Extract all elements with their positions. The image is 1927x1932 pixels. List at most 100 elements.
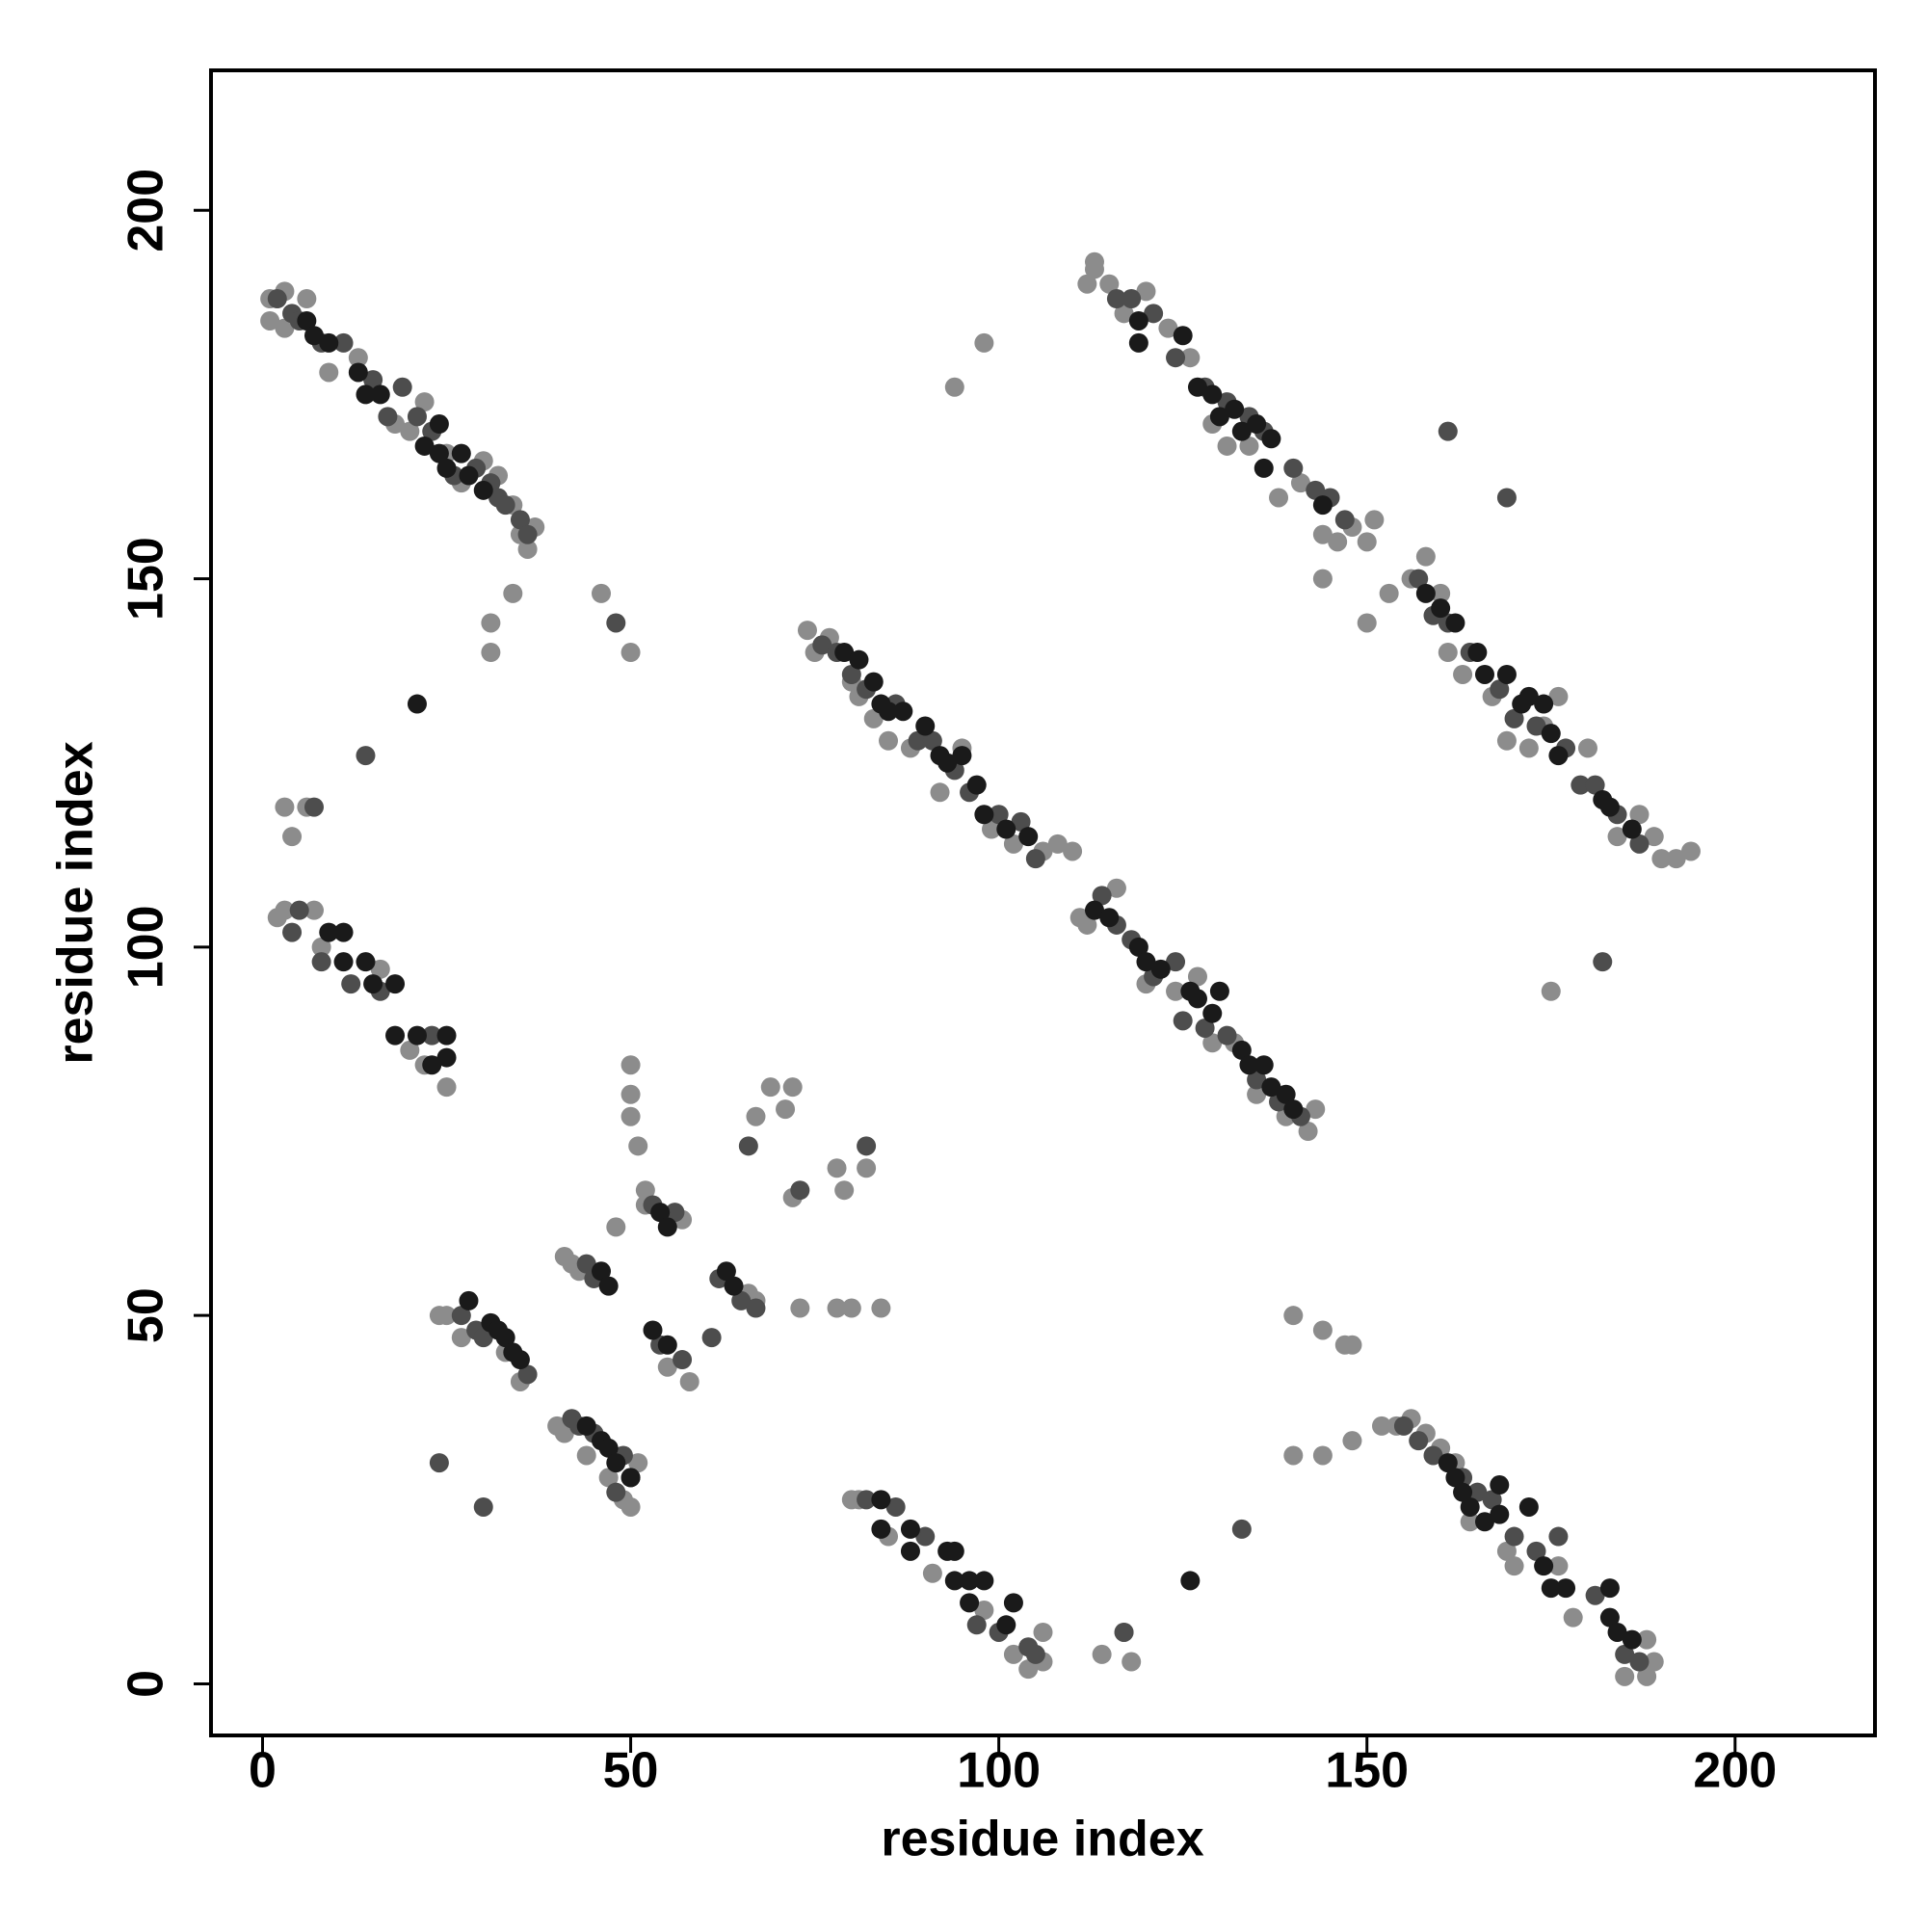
- point: [260, 310, 280, 331]
- point: [915, 716, 936, 736]
- point: [952, 746, 972, 766]
- point: [1467, 643, 1488, 663]
- point: [1290, 473, 1310, 493]
- point: [436, 1047, 457, 1068]
- point: [1003, 834, 1023, 854]
- x-tick-label: 0: [249, 1743, 277, 1799]
- point: [643, 1320, 663, 1340]
- point: [348, 362, 368, 383]
- point: [944, 377, 964, 397]
- y-tick-label: 100: [119, 905, 174, 989]
- point: [1409, 569, 1429, 589]
- point: [304, 797, 324, 817]
- point: [857, 1136, 877, 1156]
- point: [481, 643, 501, 663]
- point: [1342, 1431, 1362, 1451]
- point: [1254, 1055, 1274, 1075]
- point: [922, 730, 942, 751]
- point: [1092, 886, 1112, 906]
- point: [1518, 1496, 1539, 1517]
- point: [650, 1203, 671, 1223]
- point: [1128, 310, 1148, 331]
- point: [510, 510, 530, 530]
- point: [451, 1328, 471, 1348]
- point: [937, 753, 958, 773]
- point: [1474, 1512, 1494, 1532]
- point: [1585, 775, 1605, 795]
- point: [628, 1136, 648, 1156]
- point: [370, 959, 390, 979]
- point: [1306, 1099, 1326, 1120]
- y-tick-label: 50: [119, 1287, 174, 1343]
- point: [679, 1371, 700, 1391]
- point: [1482, 1490, 1502, 1510]
- point: [1504, 1556, 1524, 1576]
- point: [827, 1298, 847, 1318]
- point: [495, 495, 515, 516]
- point: [628, 1453, 648, 1473]
- point: [1166, 981, 1186, 1001]
- y-tick-label: 150: [119, 537, 174, 621]
- point: [1541, 724, 1561, 744]
- point: [1504, 1526, 1524, 1547]
- point: [1629, 1652, 1650, 1672]
- point: [635, 1180, 655, 1201]
- point: [592, 583, 612, 603]
- point: [790, 1180, 810, 1201]
- point: [1490, 1475, 1510, 1495]
- point: [311, 952, 331, 972]
- point: [495, 1328, 515, 1348]
- point: [620, 1496, 641, 1517]
- point: [311, 937, 331, 957]
- x-tick-label: 50: [603, 1743, 659, 1799]
- point: [598, 1276, 619, 1296]
- point: [974, 332, 994, 353]
- point: [1033, 1622, 1053, 1642]
- point: [1136, 281, 1156, 302]
- point: [1306, 480, 1326, 500]
- point: [1518, 686, 1539, 706]
- point: [1187, 989, 1207, 1009]
- point: [1047, 834, 1068, 854]
- point: [908, 730, 928, 751]
- point: [1599, 1607, 1620, 1628]
- point: [392, 377, 412, 397]
- point: [1077, 914, 1097, 935]
- point: [1202, 1003, 1223, 1023]
- point: [459, 465, 479, 486]
- point: [606, 613, 626, 633]
- point: [863, 672, 884, 692]
- point: [1431, 583, 1451, 603]
- point: [1283, 1306, 1304, 1326]
- point: [1651, 849, 1672, 869]
- point: [385, 974, 406, 994]
- point: [436, 1306, 457, 1326]
- point: [356, 384, 376, 405]
- point: [1114, 304, 1134, 324]
- point: [1474, 664, 1494, 684]
- point: [1496, 664, 1517, 684]
- point: [1312, 524, 1333, 544]
- point: [1622, 1629, 1642, 1650]
- point: [1106, 878, 1126, 898]
- point: [857, 1158, 877, 1178]
- point: [1231, 421, 1252, 441]
- point: [1518, 738, 1539, 758]
- point: [657, 1357, 677, 1377]
- point: [1217, 1025, 1237, 1045]
- point: [319, 922, 339, 942]
- point: [598, 1468, 619, 1488]
- point: [879, 730, 899, 751]
- point: [1092, 1644, 1112, 1664]
- point: [1644, 827, 1664, 847]
- point: [1504, 708, 1524, 728]
- point: [1261, 429, 1281, 449]
- point: [378, 407, 398, 427]
- point: [1003, 1593, 1023, 1613]
- point: [1231, 1040, 1252, 1060]
- point: [1599, 1578, 1620, 1599]
- point: [1247, 414, 1267, 435]
- point: [1254, 458, 1274, 478]
- point: [1615, 1666, 1635, 1686]
